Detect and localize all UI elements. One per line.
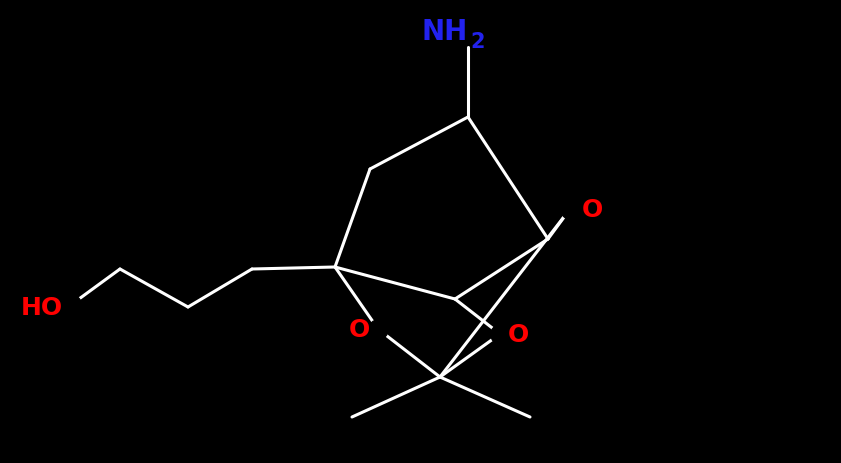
Text: NH: NH bbox=[421, 18, 468, 46]
Text: O: O bbox=[582, 198, 603, 221]
Text: O: O bbox=[349, 317, 370, 341]
Text: HO: HO bbox=[21, 295, 63, 319]
Text: 2: 2 bbox=[470, 32, 484, 52]
Text: O: O bbox=[508, 322, 529, 346]
